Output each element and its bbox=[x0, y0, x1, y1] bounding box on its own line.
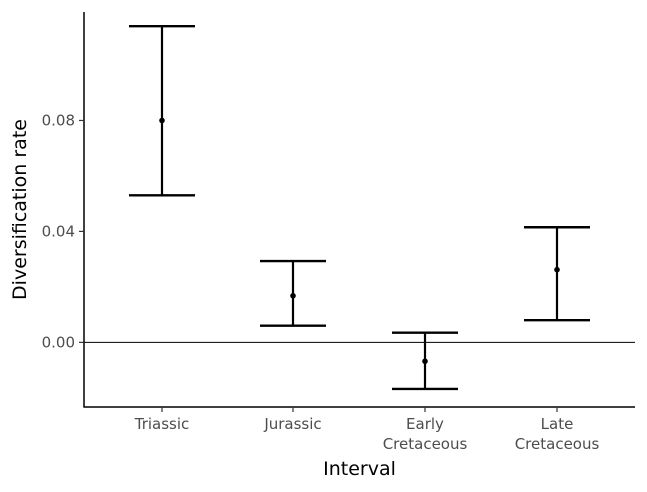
x-tick-label-line: Cretaceous bbox=[383, 435, 468, 453]
data-point bbox=[290, 292, 296, 299]
x-tick-label-line: Late bbox=[541, 415, 574, 433]
x-tick-label: Late Cretaceous bbox=[515, 415, 600, 453]
x-tick-label-line: Cretaceous bbox=[515, 435, 600, 453]
data-point bbox=[422, 358, 428, 365]
x-tick-label-line: Jurassic bbox=[263, 415, 321, 433]
error-bar-2 bbox=[260, 259, 326, 327]
x-axis-title: Interval bbox=[323, 458, 396, 480]
data-point bbox=[554, 266, 560, 273]
x-tick-label: Early Cretaceous bbox=[383, 415, 468, 453]
plot-area bbox=[84, 24, 635, 391]
x-tick-label: Triassic bbox=[134, 415, 190, 433]
axes: 0.00 0.04 0.08 Triassic Jurassic Early Cretace… bbox=[42, 12, 635, 453]
y-tick-label: 0.00 bbox=[42, 333, 75, 351]
x-tick-label-line: Triassic bbox=[134, 415, 190, 433]
data-point bbox=[159, 117, 165, 124]
error-bar-3 bbox=[392, 331, 458, 391]
y-tick-label: 0.08 bbox=[42, 111, 75, 129]
error-bar-1 bbox=[129, 24, 195, 197]
y-axis-title: Diversification rate bbox=[9, 119, 31, 300]
y-tick-label: 0.04 bbox=[42, 222, 75, 240]
error-bar-4 bbox=[524, 226, 590, 322]
x-tick-label: Jurassic bbox=[263, 415, 321, 433]
x-tick-label-line: Early bbox=[406, 415, 444, 433]
